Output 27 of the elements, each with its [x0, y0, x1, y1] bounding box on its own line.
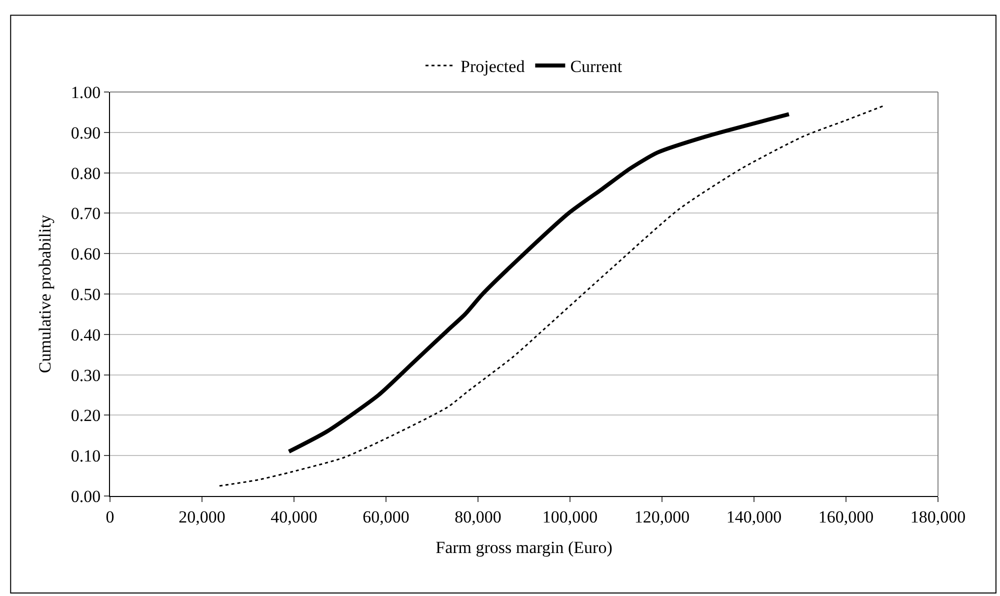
y-tick-label: 0.60 [70, 244, 101, 264]
y-tick-label: 0.20 [70, 406, 101, 426]
x-tick-label: 20,000 [178, 507, 226, 526]
y-tick-label: 0.10 [70, 446, 101, 466]
y-tick-label: 0.80 [70, 164, 101, 183]
x-tick-label: 0 [106, 507, 114, 526]
y-tick-label: 0.50 [70, 284, 101, 304]
x-tick-label: 40,000 [270, 507, 318, 526]
y-tick-label: 0.00 [70, 486, 101, 506]
line-series [286, 112, 791, 454]
x-tick-label: 120,000 [634, 507, 690, 526]
y-tick-label: 0.70 [70, 204, 101, 224]
x-tick-label: 180,000 [910, 507, 966, 526]
x-tick-label: 80,000 [454, 507, 502, 526]
line-series [218, 105, 884, 487]
x-tick-label: 100,000 [542, 507, 598, 526]
y-tick-label: 1.00 [70, 82, 101, 102]
y-tick-label: 0.90 [70, 123, 101, 142]
x-tick-label: 60,000 [362, 507, 410, 526]
x-tick-label: 160,000 [818, 507, 874, 526]
legend-label: Current [570, 57, 622, 76]
y-tick-label: 0.40 [70, 325, 101, 344]
legend-label: Projected [460, 57, 526, 76]
x-axis-title: Farm gross margin (Euro) [436, 538, 612, 557]
x-tick-label: 140,000 [726, 507, 782, 526]
y-axis-title: Cumulative probability [35, 214, 54, 374]
y-tick-label: 0.30 [70, 366, 101, 385]
